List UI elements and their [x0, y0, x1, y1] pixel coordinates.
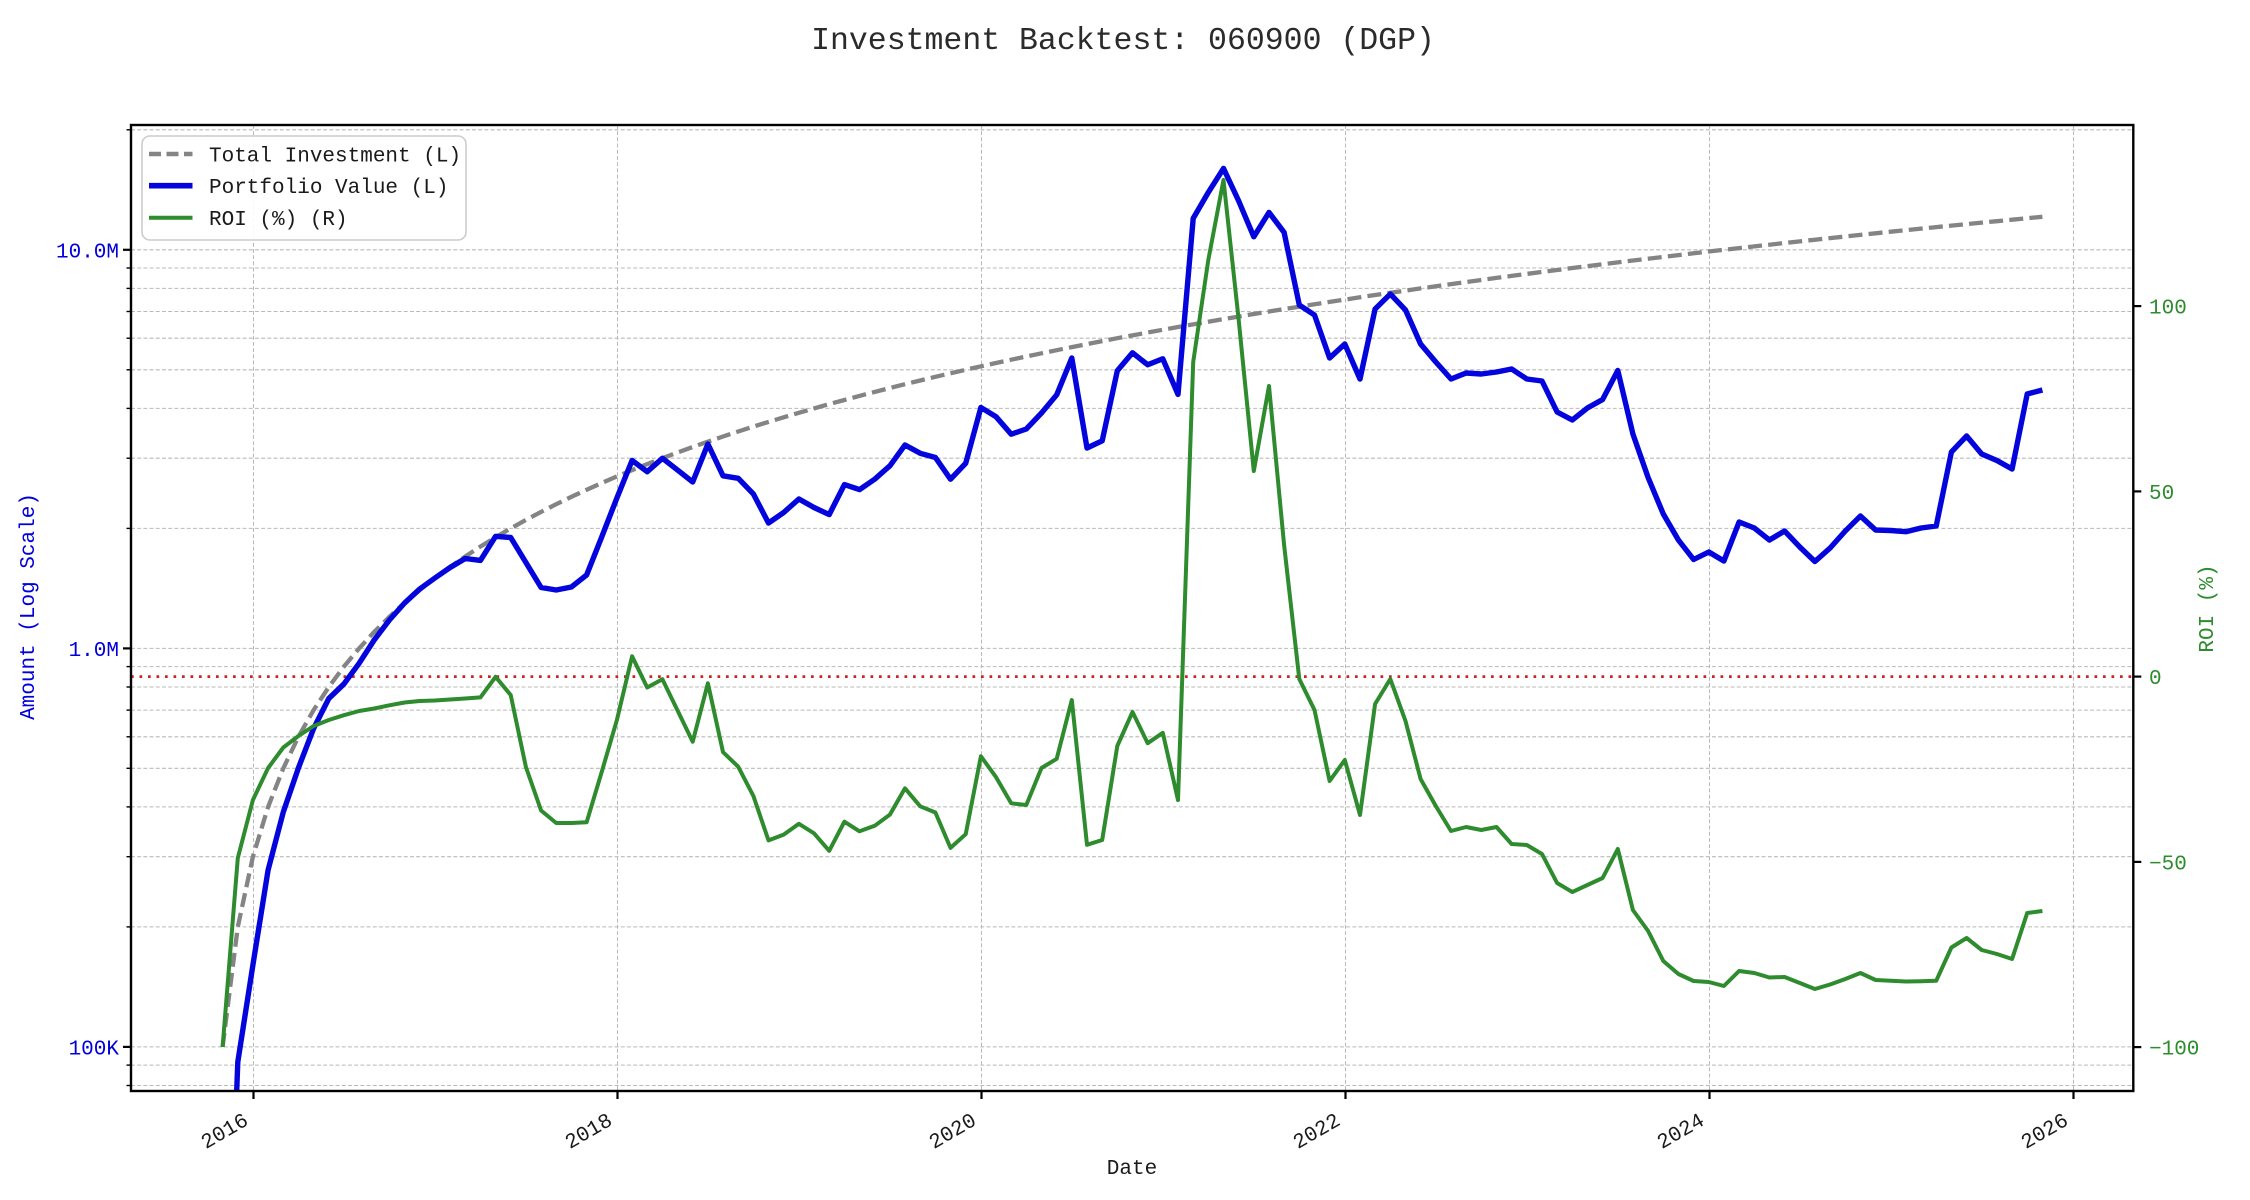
svg-text:ROI (%): ROI (%) [2197, 564, 2220, 652]
svg-text:ROI (%) (R): ROI (%) (R) [209, 209, 348, 232]
svg-text:−100: −100 [2149, 1039, 2199, 1062]
svg-text:0: 0 [2149, 668, 2162, 691]
svg-text:Investment Backtest: 060900 (D: Investment Backtest: 060900 (DGP) [811, 24, 1435, 59]
svg-text:−50: −50 [2149, 853, 2187, 876]
svg-text:Date: Date [1107, 1158, 1157, 1181]
svg-text:10.0M: 10.0M [56, 241, 119, 264]
svg-text:Total Investment (L): Total Investment (L) [209, 146, 461, 169]
svg-text:1.0M: 1.0M [69, 640, 119, 663]
svg-text:50: 50 [2149, 483, 2174, 506]
svg-text:Amount (Log Scale): Amount (Log Scale) [18, 493, 41, 720]
svg-text:100K: 100K [69, 1038, 120, 1061]
svg-text:Portfolio Value (L): Portfolio Value (L) [209, 177, 448, 200]
svg-text:100: 100 [2149, 298, 2187, 321]
